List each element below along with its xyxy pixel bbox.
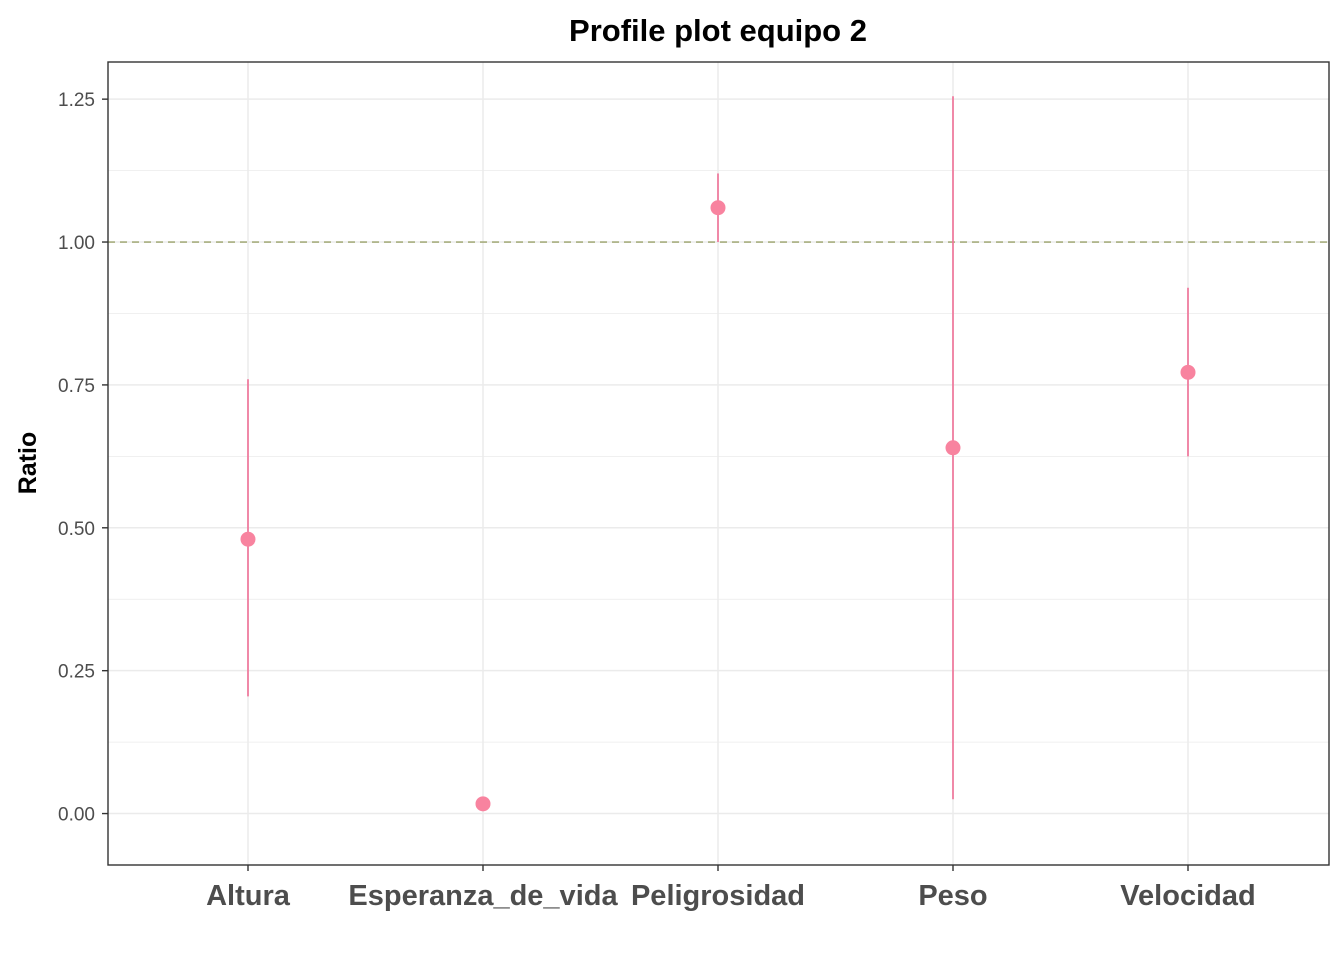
y-tick-label: 0.00 — [58, 805, 95, 826]
x-tick-label: Velocidad — [1120, 880, 1255, 912]
axis-ticks: 0.00 0.25 0.50 0.75 1.00 1.25 Altura Esperanza_… — [58, 90, 1256, 912]
data-marks — [240, 96, 1196, 812]
data-point — [240, 531, 256, 547]
y-tick-label: 0.25 — [58, 662, 95, 683]
x-tick-label: Peligrosidad — [631, 880, 805, 912]
y-tick-label: 0.50 — [58, 519, 95, 540]
y-tick-label: 1.00 — [58, 233, 95, 254]
data-point — [945, 440, 961, 456]
y-tick-label: 0.75 — [58, 376, 95, 397]
x-tick-label: Peso — [918, 880, 987, 912]
data-point — [710, 200, 726, 216]
data-point — [1180, 364, 1196, 380]
y-axis-label: Ratio — [14, 432, 42, 495]
data-point — [475, 796, 491, 812]
grid-lines — [108, 62, 1329, 865]
chart-title: Profile plot equipo 2 — [569, 13, 867, 48]
x-tick-label: Altura — [206, 880, 291, 912]
x-tick-label: Esperanza_de_vida — [348, 880, 618, 912]
y-tick-label: 1.25 — [58, 90, 95, 111]
